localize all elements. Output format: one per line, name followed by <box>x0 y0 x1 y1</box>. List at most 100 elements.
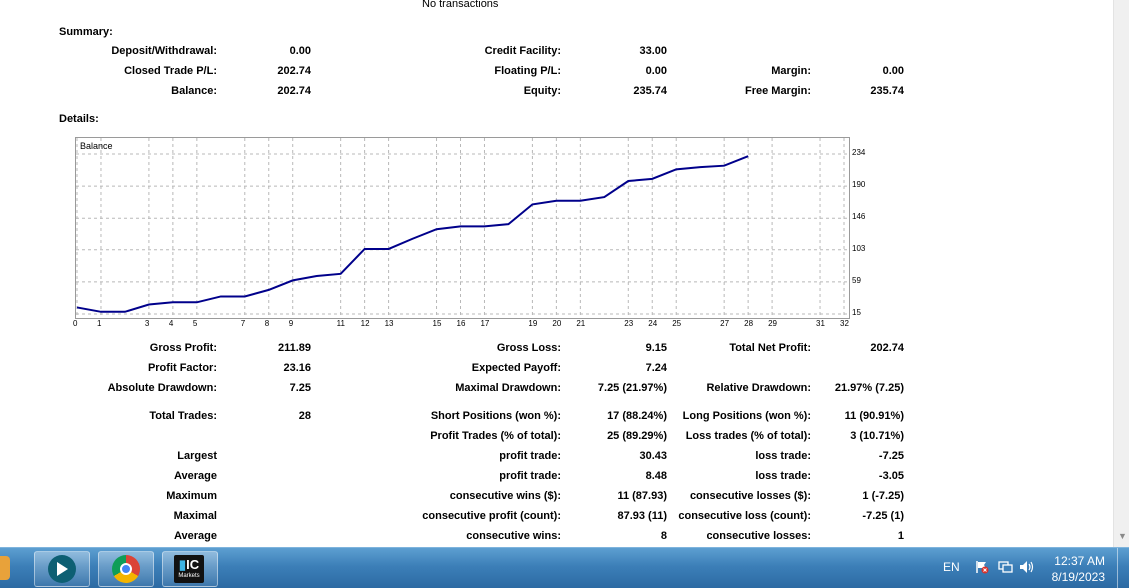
x-tick-label: 19 <box>528 319 538 328</box>
volume-icon[interactable] <box>1019 560 1035 574</box>
avg-consecutive-losses-label: consecutive losses: <box>706 530 811 542</box>
gross-loss-value: 9.15 <box>645 342 667 354</box>
balance-label: Balance: <box>171 85 217 97</box>
x-tick-label: 8 <box>264 319 270 328</box>
clock-date[interactable]: 8/19/2023 <box>1051 570 1105 584</box>
relative-drawdown-label: Relative Drawdown: <box>706 382 811 394</box>
total-net-profit-label: Total Net Profit: <box>729 342 811 354</box>
x-tick-label: 3 <box>144 319 150 328</box>
x-tick-label: 4 <box>168 319 174 328</box>
profit-trades-value: 25 (89.29%) <box>607 430 667 442</box>
largest-loss-label: loss trade: <box>755 450 811 462</box>
credit-value: 33.00 <box>639 45 667 57</box>
largest-loss-value: -7.25 <box>878 450 904 462</box>
y-tick-label: 234 <box>852 148 866 157</box>
maximal-label: Maximal <box>173 510 217 522</box>
taskbar-app-arrow[interactable] <box>34 551 90 587</box>
maximal-consecutive-loss-label: consecutive loss (count): <box>678 510 811 522</box>
absolute-drawdown-label: Absolute Drawdown: <box>107 382 217 394</box>
clock-time[interactable]: 12:37 AM <box>1054 554 1105 568</box>
total-trades-label: Total Trades: <box>149 410 217 422</box>
taskbar: ▮IC Markets EN 12:37 AM 8/19/2023 <box>0 547 1129 588</box>
strategy-report: No transactions Summary: Deposit/Withdra… <box>59 0 904 542</box>
largest-label: Largest <box>177 450 217 462</box>
max-consecutive-losses-label: consecutive losses ($): <box>689 490 811 502</box>
x-tick-label: 29 <box>768 319 777 328</box>
x-tick-label: 24 <box>648 319 658 328</box>
x-tick-label: 9 <box>288 319 294 328</box>
scroll-down-arrow-icon[interactable]: ▼ <box>1118 531 1127 541</box>
average-loss-label: loss trade: <box>755 470 811 482</box>
margin-value: 0.00 <box>882 65 904 77</box>
short-positions-value: 17 (88.24%) <box>607 410 667 422</box>
gross-profit-label: Gross Profit: <box>149 342 217 354</box>
average-profit-label: profit trade: <box>499 470 561 482</box>
chrome-icon <box>112 555 140 583</box>
deposit-value: 0.00 <box>289 45 311 57</box>
y-tick-label: 59 <box>852 275 861 285</box>
y-tick-label: 15 <box>852 308 861 317</box>
x-tick-label: 32 <box>840 319 849 328</box>
balance-line <box>76 155 749 313</box>
floating-pl-label: Floating P/L: <box>494 65 561 77</box>
closed-pl-value: 202.74 <box>277 65 311 77</box>
average-loss-value: -3.05 <box>878 470 904 482</box>
x-tick-label: 27 <box>720 319 730 328</box>
maximal-consecutive-profit-label: consecutive profit (count): <box>422 510 561 522</box>
x-tick-label: 28 <box>744 319 754 328</box>
profit-trades-label: Profit Trades (% of total): <box>430 430 561 442</box>
expected-payoff-value: 7.24 <box>645 362 667 374</box>
total-trades-value: 28 <box>298 410 311 422</box>
avg-consecutive-wins-label: consecutive wins: <box>466 530 561 542</box>
x-tick-label: 25 <box>672 319 682 328</box>
x-tick-label: 1 <box>96 319 102 328</box>
maximal-consecutive-loss-value: -7.25 (1) <box>862 510 904 522</box>
y-tick-label: 146 <box>852 212 866 222</box>
floating-pl-value: 0.00 <box>645 65 667 77</box>
ic-markets-logo-text: IC <box>186 557 200 572</box>
summary-title: Summary: <box>59 26 113 38</box>
x-tick-label: 23 <box>624 319 634 328</box>
no-transactions-text: No transactions <box>422 0 499 10</box>
x-tick-label: 15 <box>432 319 442 328</box>
x-tick-label: 20 <box>552 319 562 328</box>
x-tick-label: 7 <box>240 319 246 328</box>
max-consecutive-losses-value: 1 (-7.25) <box>862 490 904 502</box>
profit-factor-value: 23.16 <box>283 362 311 374</box>
maximal-drawdown-value: 7.25 (21.97%) <box>597 382 667 394</box>
action-center-flag-icon[interactable] <box>975 560 989 574</box>
long-positions-value: 11 (90.91%) <box>844 410 904 422</box>
start-button-edge[interactable] <box>0 556 10 580</box>
max-consecutive-wins-value: 11 (87.93) <box>617 490 667 502</box>
largest-profit-value: 30.43 <box>639 450 667 462</box>
language-indicator[interactable]: EN <box>943 560 960 574</box>
details-title: Details: <box>59 113 99 125</box>
maximal-consecutive-profit-value: 87.93 (11) <box>617 510 667 522</box>
x-tick-label: 0 <box>73 319 78 328</box>
maximal-drawdown-label: Maximal Drawdown: <box>455 382 561 394</box>
x-tick-label: 13 <box>384 319 394 328</box>
expected-payoff-label: Expected Payoff: <box>471 362 561 374</box>
average-consecutive-label: Average <box>173 530 217 542</box>
total-net-profit-value: 202.74 <box>870 342 904 354</box>
show-desktop-button[interactable] <box>1117 548 1129 588</box>
max-consecutive-wins-label: consecutive wins ($): <box>449 490 561 502</box>
x-tick-label: 12 <box>360 319 370 328</box>
x-tick-label: 17 <box>480 319 490 328</box>
taskbar-app-chrome[interactable] <box>98 551 154 587</box>
network-icon[interactable] <box>998 560 1014 574</box>
closed-pl-label: Closed Trade P/L: <box>124 65 217 77</box>
loss-trades-label: Loss trades (% of total): <box>685 430 811 442</box>
largest-profit-label: profit trade: <box>499 450 561 462</box>
absolute-drawdown-value: 7.25 <box>289 382 311 394</box>
x-tick-label: 16 <box>456 319 466 328</box>
taskbar-app-ic-markets[interactable]: ▮IC Markets <box>162 551 218 587</box>
free-margin-value: 235.74 <box>870 85 904 97</box>
equity-label: Equity: <box>523 85 561 97</box>
x-tick-label: 11 <box>336 319 345 328</box>
y-tick-label: 190 <box>852 180 866 190</box>
vertical-scrollbar[interactable]: ▼ <box>1113 0 1129 547</box>
long-positions-label: Long Positions (won %): <box>682 410 811 422</box>
average-label: Average <box>173 470 217 482</box>
maximum-label: Maximum <box>166 490 217 502</box>
